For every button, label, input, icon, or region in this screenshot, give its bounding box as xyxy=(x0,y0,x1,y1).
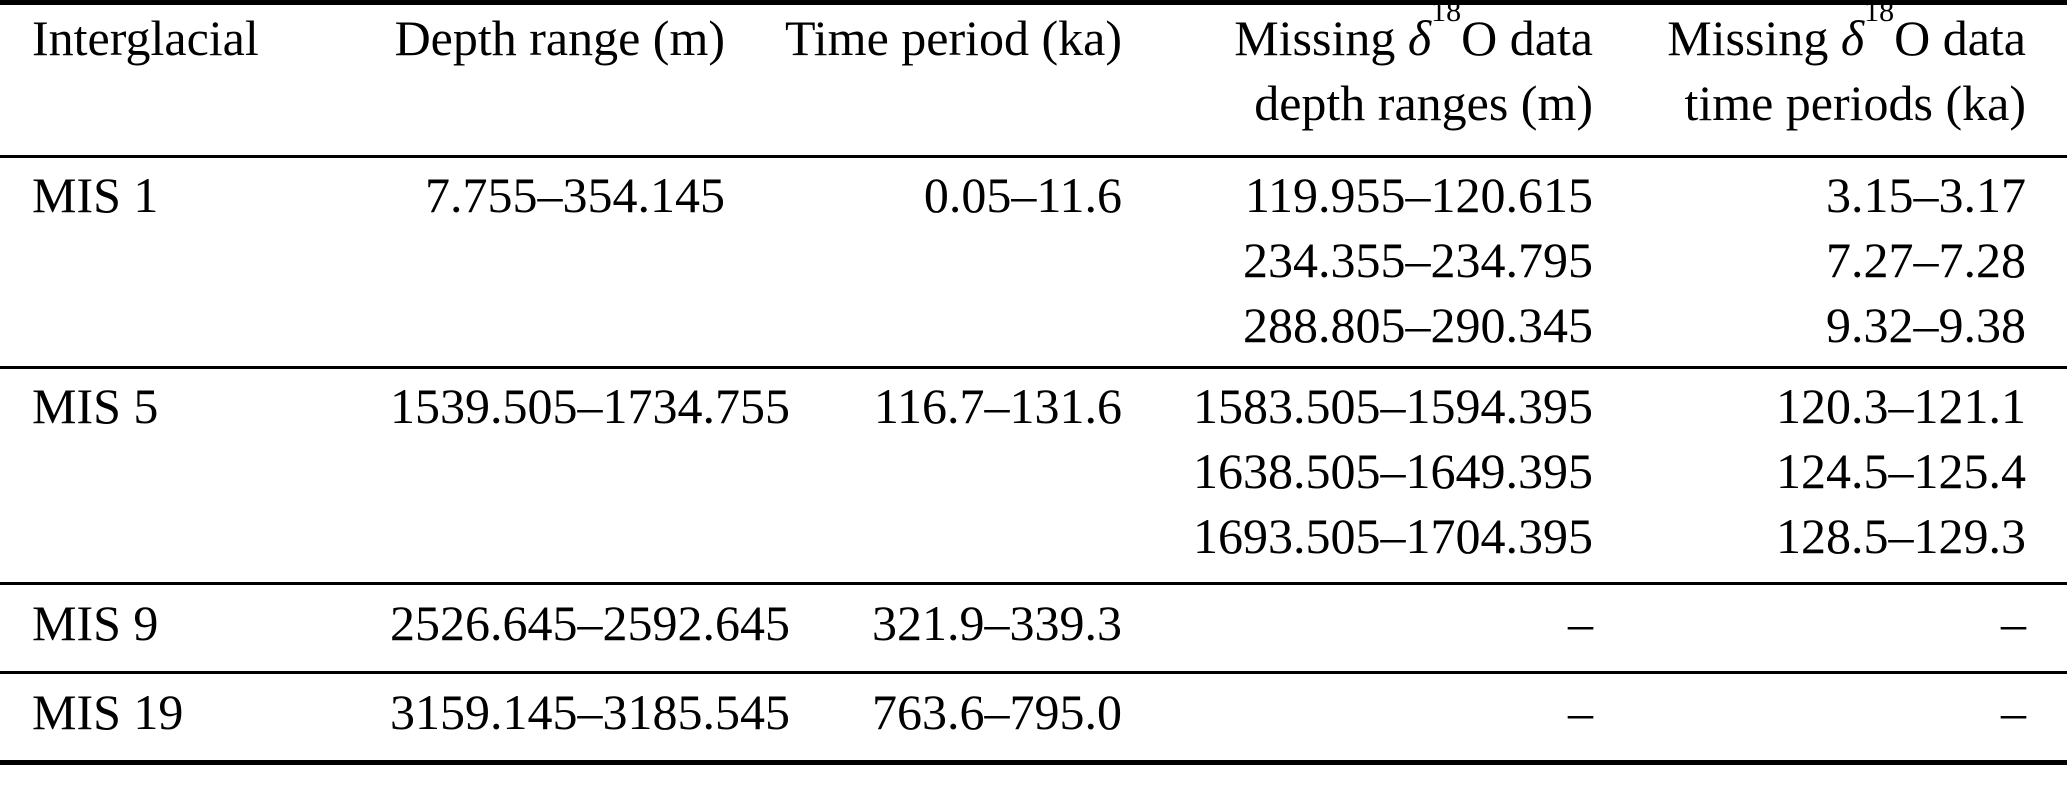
table-body: MIS 1 7.755–354.145 0.05–11.6 119.955–12… xyxy=(0,157,2067,763)
cell-missing-depth-ranges: 1583.505–1594.395 1638.505–1649.395 1693… xyxy=(1122,368,1593,584)
cell-interglacial: MIS 5 xyxy=(32,378,159,434)
header-text: Missing xyxy=(1667,10,1841,66)
col-header-missing-depth-ranges: Missing δ18O data depth ranges (m) xyxy=(1122,0,1593,157)
header-text: O data xyxy=(1894,10,2026,66)
col-header-missing-time-periods: Missing δ18O data time periods (ka) xyxy=(1593,0,2067,157)
missing-range-line: 1583.505–1594.395 xyxy=(1193,378,1593,434)
delta-symbol: δ xyxy=(1407,10,1432,66)
missing-range-line: 124.5–125.4 xyxy=(1776,443,2026,499)
missing-range-line: 128.5–129.3 xyxy=(1776,508,2026,564)
cell-missing-depth-ranges: – xyxy=(1568,595,1593,651)
col-header-time-period: Time period (ka) xyxy=(785,10,1122,66)
header-text: O data xyxy=(1461,10,1593,66)
table-row-mis-1: MIS 1 7.755–354.145 0.05–11.6 119.955–12… xyxy=(0,157,2067,368)
header-text: Missing xyxy=(1234,10,1408,66)
cell-time-period: 763.6–795.0 xyxy=(872,684,1122,740)
cell-time-period: 116.7–131.6 xyxy=(873,378,1122,434)
cell-missing-depth-ranges: 119.955–120.615 234.355–234.795 288.805–… xyxy=(1122,157,1593,368)
isotope-superscript: 18 xyxy=(1431,0,1462,28)
header-row: Interglacial Depth range (m) Time period… xyxy=(0,0,2067,157)
cell-depth-range: 3159.145–3185.545 xyxy=(390,684,790,740)
header-line-1: Missing δ18O data xyxy=(1122,0,1593,71)
table-row-mis-9: MIS 9 2526.645–2592.645 321.9–339.3 – – xyxy=(0,584,2067,673)
cell-interglacial: MIS 19 xyxy=(32,684,184,740)
cell-missing-time-periods: 120.3–121.1 124.5–125.4 128.5–129.3 xyxy=(1593,368,2067,584)
cell-interglacial: MIS 9 xyxy=(32,595,159,651)
cell-missing-time-periods: – xyxy=(2001,595,2026,651)
col-header-depth-range: Depth range (m) xyxy=(394,10,725,66)
col-header-interglacial: Interglacial xyxy=(32,10,259,66)
missing-range-line: 288.805–290.345 xyxy=(1243,297,1593,353)
missing-range-line: 3.15–3.17 xyxy=(1826,167,2026,223)
missing-range-line: 119.955–120.615 xyxy=(1244,167,1593,223)
cell-missing-time-periods: – xyxy=(2001,684,2026,740)
cell-depth-range: 2526.645–2592.645 xyxy=(390,595,790,651)
missing-range-line: 9.32–9.38 xyxy=(1826,297,2026,353)
missing-range-line: 234.355–234.795 xyxy=(1243,232,1593,288)
header-line-1: Missing δ18O data xyxy=(1593,0,2026,71)
missing-range-line: 120.3–121.1 xyxy=(1776,378,2026,434)
table-header: Interglacial Depth range (m) Time period… xyxy=(0,0,2067,157)
table-row-mis-5: MIS 5 1539.505–1734.755 116.7–131.6 1583… xyxy=(0,368,2067,584)
interglacial-data-table: Interglacial Depth range (m) Time period… xyxy=(0,0,2067,765)
cell-depth-range: 1539.505–1734.755 xyxy=(390,378,790,434)
table-row-mis-19: MIS 19 3159.145–3185.545 763.6–795.0 – – xyxy=(0,673,2067,763)
cell-interglacial: MIS 1 xyxy=(32,167,159,223)
cell-time-period: 321.9–339.3 xyxy=(872,595,1122,651)
header-line-2: depth ranges (m) xyxy=(1254,75,1593,131)
missing-range-line: 7.27–7.28 xyxy=(1826,232,2026,288)
missing-range-line: 1693.505–1704.395 xyxy=(1193,508,1593,564)
cell-depth-range: 7.755–354.145 xyxy=(425,167,725,223)
cell-time-period: 0.05–11.6 xyxy=(923,167,1122,223)
isotope-superscript: 18 xyxy=(1864,0,1895,28)
delta-symbol: δ xyxy=(1840,10,1865,66)
header-line-2: time periods (ka) xyxy=(1684,75,2026,131)
cell-missing-time-periods: 3.15–3.17 7.27–7.28 9.32–9.38 xyxy=(1593,157,2067,368)
missing-range-line: 1638.505–1649.395 xyxy=(1193,443,1593,499)
cell-missing-depth-ranges: – xyxy=(1568,684,1593,740)
